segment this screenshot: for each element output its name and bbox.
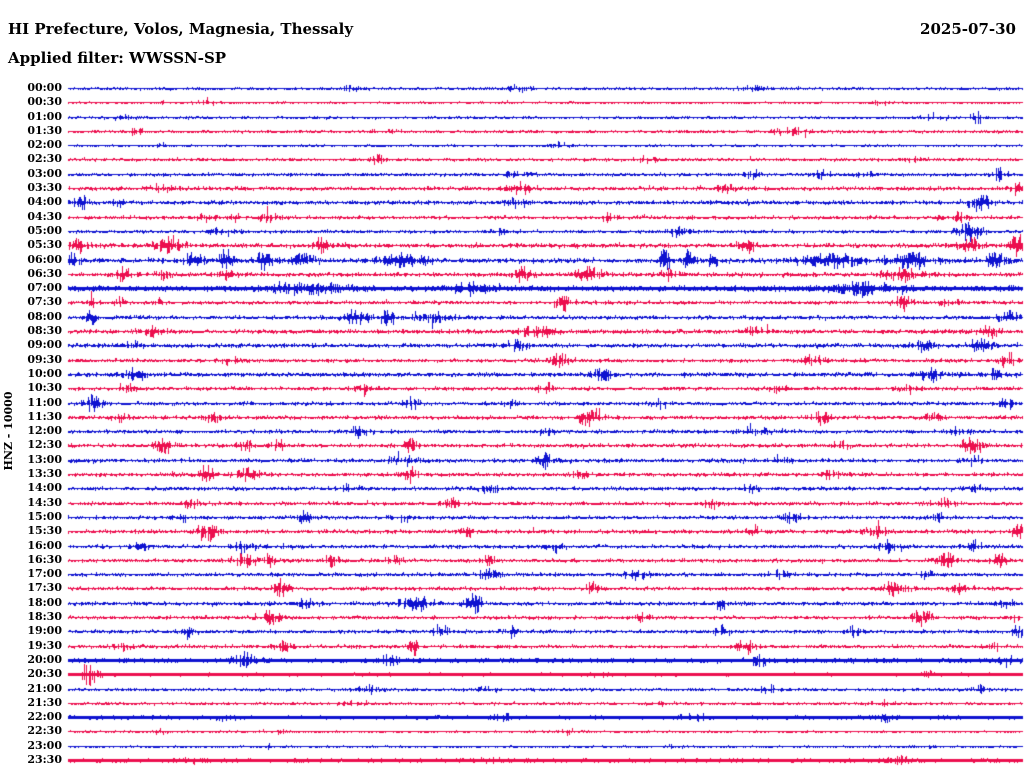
time-label: 00:00 [27, 81, 62, 94]
time-label: 15:30 [27, 524, 62, 537]
time-label: 21:00 [27, 682, 62, 695]
time-label: 17:30 [27, 581, 62, 594]
time-label: 09:00 [27, 338, 62, 351]
time-label: 11:30 [27, 410, 62, 423]
time-label: 07:30 [27, 295, 62, 308]
time-label: 02:00 [27, 138, 62, 151]
time-label: 10:30 [27, 381, 62, 394]
time-label: 23:00 [27, 739, 62, 752]
time-label: 00:30 [27, 95, 62, 108]
time-label: 21:30 [27, 696, 62, 709]
time-label: 01:00 [27, 110, 62, 123]
time-label: 16:00 [27, 539, 62, 552]
time-label: 15:00 [27, 510, 62, 523]
time-label: 04:30 [27, 210, 62, 223]
plot-date: 2025-07-30 [920, 20, 1016, 38]
time-label: 18:00 [27, 596, 62, 609]
applied-filter-label: Applied filter: WWSSN-SP [8, 49, 227, 67]
time-label: 12:30 [27, 438, 62, 451]
time-label: 03:00 [27, 167, 62, 180]
time-label: 07:00 [27, 281, 62, 294]
time-label: 20:00 [27, 653, 62, 666]
time-label: 10:00 [27, 367, 62, 380]
time-label: 22:00 [27, 710, 62, 723]
time-label: 19:30 [27, 639, 62, 652]
time-label: 03:30 [27, 181, 62, 194]
time-label: 16:30 [27, 553, 62, 566]
time-label: 20:30 [27, 667, 62, 680]
time-label: 11:00 [27, 396, 62, 409]
time-label: 19:00 [27, 624, 62, 637]
time-label: 14:00 [27, 481, 62, 494]
time-label: 23:30 [27, 753, 62, 766]
time-label: 22:30 [27, 724, 62, 737]
time-label: 04:00 [27, 195, 62, 208]
time-label: 13:30 [27, 467, 62, 480]
time-label: 18:30 [27, 610, 62, 623]
time-label: 08:30 [27, 324, 62, 337]
time-label: 06:00 [27, 253, 62, 266]
time-label: 14:30 [27, 496, 62, 509]
time-label: 06:30 [27, 267, 62, 280]
time-label: 12:00 [27, 424, 62, 437]
time-label: 01:30 [27, 124, 62, 137]
time-label: 02:30 [27, 152, 62, 165]
time-label: 05:00 [27, 224, 62, 237]
time-label: 05:30 [27, 238, 62, 251]
station-title: HI Prefecture, Volos, Magnesia, Thessaly [8, 20, 354, 38]
time-label: 17:00 [27, 567, 62, 580]
time-label: 08:00 [27, 310, 62, 323]
time-label: 13:00 [27, 453, 62, 466]
time-label: 09:30 [27, 353, 62, 366]
